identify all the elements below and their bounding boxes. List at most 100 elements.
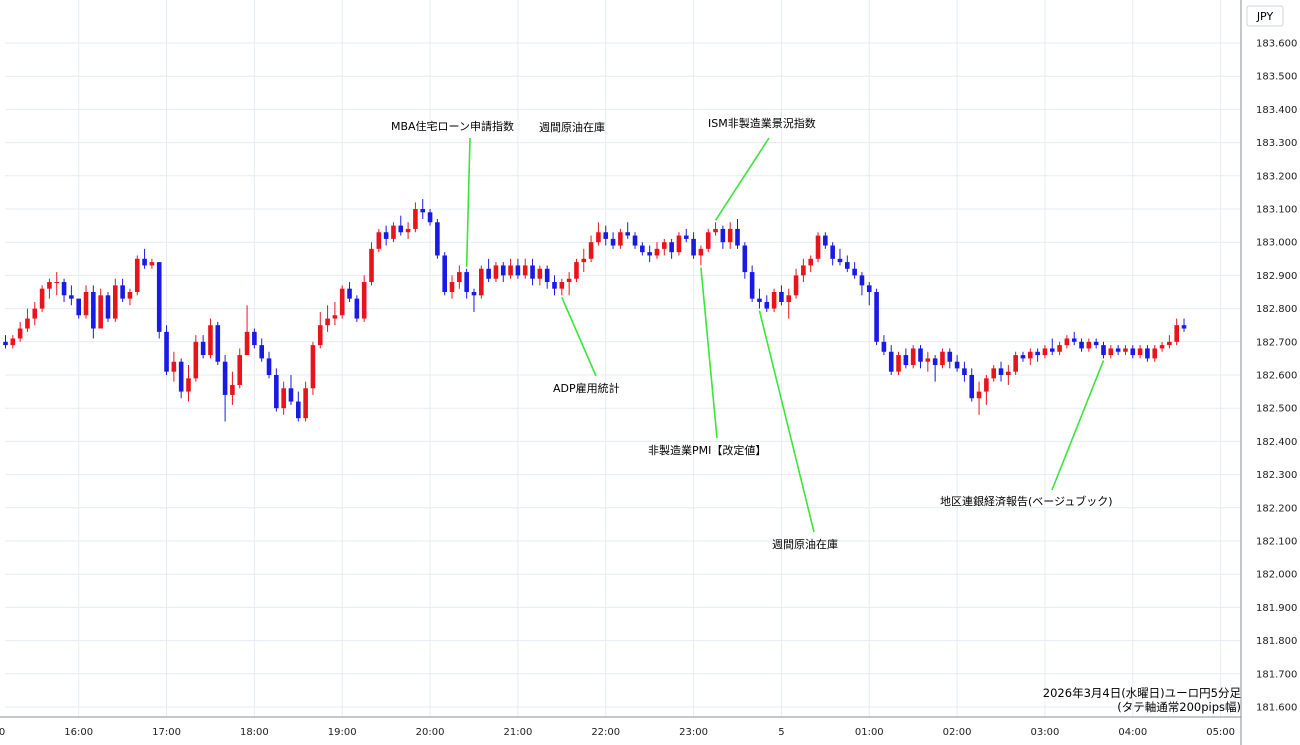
chart-caption-line-2: (タテ軸通常200pips幅) — [1117, 700, 1241, 714]
candle-body — [1167, 341, 1172, 346]
annotation-leader-line — [758, 310, 815, 533]
candle — [296, 391, 301, 422]
candle — [903, 348, 909, 369]
candle-body — [1086, 341, 1092, 349]
candle — [932, 355, 938, 382]
candle — [1108, 345, 1114, 359]
candle — [457, 265, 462, 289]
candle-body — [493, 265, 499, 279]
candle — [281, 381, 286, 415]
candle — [500, 262, 506, 283]
candle-body — [1123, 348, 1128, 352]
annotation-label: 週間原油在庫 — [539, 120, 605, 134]
candle — [1181, 318, 1187, 332]
currency-label: JPY — [1256, 10, 1274, 23]
candle-body — [413, 209, 418, 229]
candle — [486, 258, 491, 283]
candle-body — [603, 232, 609, 239]
candle-body — [962, 368, 967, 375]
candle — [413, 202, 418, 233]
candle-body — [559, 282, 565, 289]
candle — [120, 278, 125, 302]
candle — [354, 295, 360, 322]
candle — [303, 381, 308, 422]
candle-body — [1079, 341, 1084, 349]
candle-body — [39, 288, 45, 309]
candle-body — [186, 378, 191, 392]
candle-body — [237, 355, 243, 385]
candle — [493, 262, 499, 283]
candle-body — [178, 361, 184, 392]
candle-body — [156, 262, 162, 332]
y-tick-label: 183.600 — [1256, 39, 1297, 50]
candle — [39, 285, 45, 312]
candle — [1049, 338, 1055, 356]
candle-body — [1057, 345, 1062, 352]
candle — [178, 358, 184, 399]
candle — [215, 321, 221, 366]
annotation-leader-line — [561, 297, 597, 377]
candle-body — [654, 248, 660, 256]
candle — [252, 328, 257, 349]
candle — [1057, 341, 1062, 356]
candle — [427, 209, 433, 226]
candle-body — [1137, 348, 1143, 356]
x-tick-label: 18:00 — [240, 727, 269, 738]
candle — [808, 255, 813, 273]
candle — [618, 228, 623, 249]
x-tick-label: 16:00 — [64, 727, 93, 738]
candle — [288, 375, 294, 405]
candle — [910, 345, 916, 369]
candle-body — [1042, 348, 1048, 356]
candle-body — [1093, 341, 1099, 346]
candle — [1130, 345, 1136, 359]
candle — [1152, 345, 1158, 362]
candle-body — [984, 378, 989, 392]
candle-body — [32, 308, 38, 319]
candle — [676, 232, 682, 256]
candle — [1101, 341, 1106, 359]
candle — [149, 258, 155, 269]
y-tick-label: 182.300 — [1256, 470, 1297, 481]
candle — [1145, 345, 1150, 362]
candle-body — [281, 388, 286, 409]
candle — [105, 292, 111, 322]
candle-body — [120, 285, 125, 299]
candle-body — [713, 228, 718, 233]
x-tick-label: 22:00 — [591, 727, 620, 738]
candle — [1123, 345, 1128, 356]
candle — [662, 238, 667, 256]
candle-body — [288, 388, 294, 402]
candle-body — [691, 238, 696, 256]
currency-badge — [1246, 5, 1284, 27]
candle-body — [669, 242, 674, 253]
candle — [632, 232, 638, 249]
candle-body — [1020, 355, 1026, 359]
candle-body — [427, 212, 433, 223]
candle — [793, 268, 799, 299]
candle-body — [149, 262, 155, 266]
y-tick-label: 183.300 — [1256, 138, 1297, 149]
candle — [1093, 338, 1099, 349]
candle — [449, 275, 455, 299]
candle-body — [25, 318, 30, 329]
candle — [1020, 351, 1026, 362]
y-tick-label: 181.600 — [1256, 703, 1297, 714]
candle — [845, 255, 850, 273]
candle-body — [420, 209, 426, 213]
candle — [1079, 338, 1084, 352]
candle — [1006, 365, 1011, 385]
candle-body — [764, 301, 770, 309]
candle — [54, 272, 60, 296]
candle-body — [10, 338, 16, 346]
candle — [383, 225, 389, 246]
candle-body — [266, 358, 272, 375]
candle — [522, 258, 528, 279]
candle — [47, 278, 52, 299]
candle-body — [705, 232, 711, 249]
candle — [530, 258, 535, 286]
candle — [32, 301, 38, 326]
candle-body — [486, 268, 491, 279]
candle — [1028, 348, 1033, 366]
candle — [984, 375, 989, 405]
